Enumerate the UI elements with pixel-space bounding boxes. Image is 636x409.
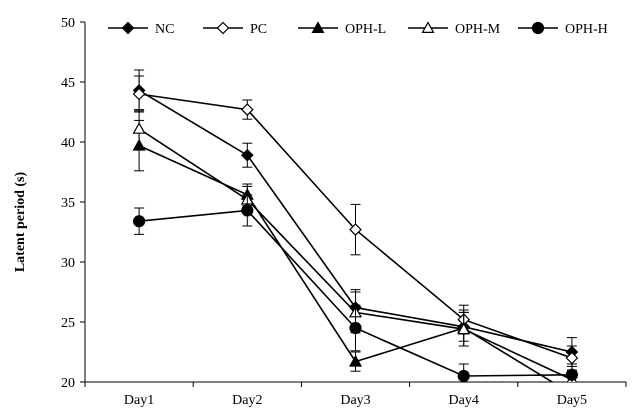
x-tick-label: Day3 bbox=[340, 393, 370, 408]
legend-label: PC bbox=[250, 22, 267, 37]
series-oph-l bbox=[132, 119, 554, 382]
data-point bbox=[241, 204, 254, 217]
data-point bbox=[349, 321, 362, 335]
legend-item-oph-l: OPH-L bbox=[298, 21, 386, 37]
data-point bbox=[565, 368, 579, 381]
x-axis: Day1 Day2 Day3 Day4 Day5 bbox=[84, 381, 627, 408]
legend-marker bbox=[216, 21, 230, 35]
series-oph-h bbox=[133, 194, 579, 382]
y-tick-label: 30 bbox=[61, 256, 75, 271]
y-tick-label: 25 bbox=[61, 316, 75, 331]
x-tick-label: Day5 bbox=[557, 393, 587, 408]
legend-marker bbox=[531, 21, 545, 35]
legend-marker bbox=[121, 21, 135, 35]
legend-marker bbox=[421, 21, 435, 34]
series-pc bbox=[132, 75, 579, 371]
legend-label: OPH-M bbox=[455, 22, 501, 37]
series-group bbox=[132, 69, 579, 382]
data-point bbox=[133, 215, 146, 228]
data-point bbox=[457, 322, 471, 335]
legend-label: OPH-L bbox=[345, 22, 386, 37]
y-tick-label: 35 bbox=[61, 196, 75, 211]
legend-item-nc: NC bbox=[108, 21, 174, 37]
legend-item-pc: PC bbox=[203, 21, 267, 37]
y-axis: 20 25 30 35 40 45 50 bbox=[61, 16, 86, 391]
y-axis-title: Latent period (s) bbox=[13, 172, 28, 273]
y-tick-label: 50 bbox=[61, 16, 75, 31]
y-tick-label: 45 bbox=[61, 76, 75, 91]
y-tick-label: 20 bbox=[61, 376, 75, 391]
plot-area bbox=[132, 69, 579, 382]
data-point bbox=[349, 223, 362, 236]
legend-label: NC bbox=[155, 22, 174, 37]
data-point bbox=[132, 87, 146, 101]
legend: NC PC OPH-L OPH-M OPH-H bbox=[108, 21, 608, 37]
legend-marker bbox=[311, 21, 325, 34]
x-tick-label: Day2 bbox=[232, 393, 262, 408]
data-point bbox=[457, 369, 470, 382]
legend-item-oph-m: OPH-M bbox=[408, 21, 501, 37]
x-tick-label: Day1 bbox=[124, 393, 154, 408]
y-tick-label: 40 bbox=[61, 136, 75, 151]
data-point bbox=[348, 354, 363, 367]
legend-label: OPH-H bbox=[565, 22, 608, 37]
legend-item-oph-h: OPH-H bbox=[518, 21, 608, 37]
x-tick-label: Day4 bbox=[449, 393, 479, 408]
data-point bbox=[240, 103, 254, 116]
data-point bbox=[240, 148, 254, 162]
data-point bbox=[132, 122, 146, 134]
